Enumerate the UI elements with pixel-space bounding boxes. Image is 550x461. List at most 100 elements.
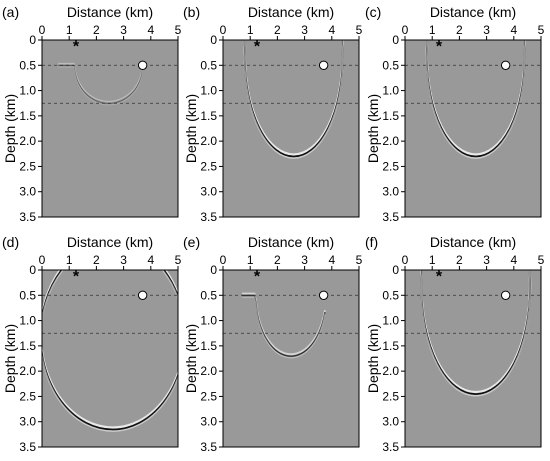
- source-asterisk-icon: *: [73, 269, 80, 286]
- wavefront-arc: [58, 62, 145, 102]
- y-tick-label: 2.0: [19, 134, 36, 148]
- y-tick-label: 0.5: [200, 288, 217, 302]
- plot-background: [42, 40, 178, 217]
- receiver-circle-icon: [500, 290, 511, 300]
- x-tick-label: 4: [510, 23, 517, 37]
- panel-label: (f): [365, 234, 378, 250]
- y-tick-label: 0: [392, 263, 399, 277]
- y-axis-title: Depth (km): [2, 324, 18, 393]
- y-tick-label: 1.5: [382, 339, 399, 353]
- y-tick-label: 3.0: [200, 185, 217, 199]
- x-tick-label: 4: [147, 253, 154, 267]
- y-tick-label: 2.5: [382, 159, 399, 173]
- y-tick-label: 3.0: [382, 415, 399, 429]
- y-tick-label: 2.5: [19, 159, 36, 173]
- wavefront-arc: [242, 294, 326, 357]
- x-tick-label: 5: [538, 23, 545, 37]
- x-axis-title: Distance (km): [67, 234, 153, 250]
- receiver-circle-icon: [500, 60, 511, 70]
- wavefront-layer: [242, 292, 326, 359]
- x-tick-label: 1: [247, 23, 254, 37]
- panel-a: (a) Distance (km) Depth (km) * 0 1 2 3 4 5 0 0.…: [2, 4, 182, 224]
- panel-e: (e) Distance (km) Depth (km) * 0 1 2 3 4 5 0 0.…: [183, 234, 363, 454]
- plot-frame: [404, 39, 542, 218]
- source-asterisk-icon: *: [254, 39, 261, 56]
- x-tick-label: 5: [175, 23, 182, 37]
- axis-ticks: 0 1 2 3 4 5 0 0.5 1.0 1.5 2.0 2.5 3.0 3.5: [200, 23, 362, 224]
- source-asterisk-icon: *: [254, 269, 261, 286]
- x-tick-label: 2: [274, 253, 281, 267]
- receiver-circle-icon: [137, 60, 148, 70]
- wavefront-layer: [420, 270, 532, 397]
- x-axis-title: Distance (km): [430, 4, 516, 20]
- x-tick-label: 4: [147, 23, 154, 37]
- wavefront-arc: [42, 270, 178, 431]
- x-tick-label: 0: [39, 253, 46, 267]
- receiver-circle-icon: [318, 60, 329, 70]
- wavefront-arc: [244, 40, 344, 159]
- x-tick-label: 4: [328, 23, 335, 37]
- y-tick-label: 0: [29, 33, 36, 47]
- x-tick-label: 0: [402, 23, 409, 37]
- y-tick-label: 0.5: [19, 58, 36, 72]
- plot-background: [405, 40, 541, 217]
- y-tick-label: 3.5: [382, 440, 399, 454]
- y-tick-label: 2.5: [200, 159, 217, 173]
- x-tick-label: 3: [301, 253, 308, 267]
- panel-label: (b): [183, 4, 200, 20]
- wavefront-layer: [425, 40, 526, 159]
- x-tick-label: 3: [301, 23, 308, 37]
- y-tick-label: 1.0: [382, 84, 399, 98]
- y-tick-label: 1.0: [19, 84, 36, 98]
- y-tick-label: 1.0: [200, 314, 217, 328]
- y-tick-label: 0.5: [382, 288, 399, 302]
- y-tick-label: 2.5: [19, 389, 36, 403]
- annotation-layer: *: [223, 39, 359, 104]
- x-tick-label: 5: [175, 253, 182, 267]
- wavefront-layer: [42, 270, 178, 432]
- source-asterisk-icon: *: [73, 39, 80, 56]
- x-tick-label: 0: [402, 253, 409, 267]
- plot-background: [223, 270, 359, 447]
- x-axis-title: Distance (km): [248, 4, 334, 20]
- annotation-layer: *: [405, 39, 541, 104]
- x-tick-label: 2: [274, 23, 281, 37]
- y-tick-label: 3.0: [200, 415, 217, 429]
- x-tick-label: 0: [220, 253, 227, 267]
- x-tick-label: 2: [93, 253, 100, 267]
- x-axis-title: Distance (km): [430, 234, 516, 250]
- y-tick-label: 1.5: [19, 109, 36, 123]
- wavefront-layer: [243, 40, 344, 159]
- plot-frame: [41, 39, 179, 218]
- annotation-layer: *: [223, 269, 359, 334]
- x-tick-label: 1: [429, 23, 436, 37]
- wavefront-arc: [42, 270, 178, 429]
- y-tick-label: 1.5: [200, 109, 217, 123]
- plot-frame: [41, 269, 179, 448]
- x-tick-label: 3: [483, 253, 490, 267]
- y-tick-label: 2.0: [200, 134, 217, 148]
- plot-frame: [404, 269, 542, 448]
- y-tick-label: 3.5: [19, 440, 36, 454]
- plot-frame: [222, 269, 360, 448]
- source-asterisk-icon: *: [436, 39, 443, 56]
- annotation-layer: *: [42, 39, 178, 104]
- y-tick-label: 2.5: [382, 389, 399, 403]
- receiver-circle-icon: [137, 290, 148, 300]
- panel-d: (d) Distance (km) Depth (km) * 0 1 2 3 4 5 0 0.…: [2, 234, 182, 454]
- plot-background: [405, 270, 541, 447]
- axis-ticks: 0 1 2 3 4 5 0 0.5 1.0 1.5 2.0 2.5 3.0 3.5: [19, 253, 181, 454]
- x-axis-title: Distance (km): [67, 4, 153, 20]
- y-tick-label: 0: [210, 33, 217, 47]
- wavefront-arc: [420, 270, 531, 397]
- y-axis-title: Depth (km): [183, 324, 199, 393]
- x-tick-label: 2: [456, 253, 463, 267]
- axis-ticks: 0 1 2 3 4 5 0 0.5 1.0 1.5 2.0 2.5 3.0 3.5: [200, 253, 362, 454]
- axis-ticks: 0 1 2 3 4 5 0 0.5 1.0 1.5 2.0 2.5 3.0 3.5: [382, 253, 544, 454]
- x-tick-label: 3: [483, 23, 490, 37]
- y-tick-label: 3.0: [382, 185, 399, 199]
- y-axis-title: Depth (km): [365, 94, 381, 163]
- y-tick-label: 1.5: [19, 339, 36, 353]
- wavefront-arc: [242, 296, 326, 359]
